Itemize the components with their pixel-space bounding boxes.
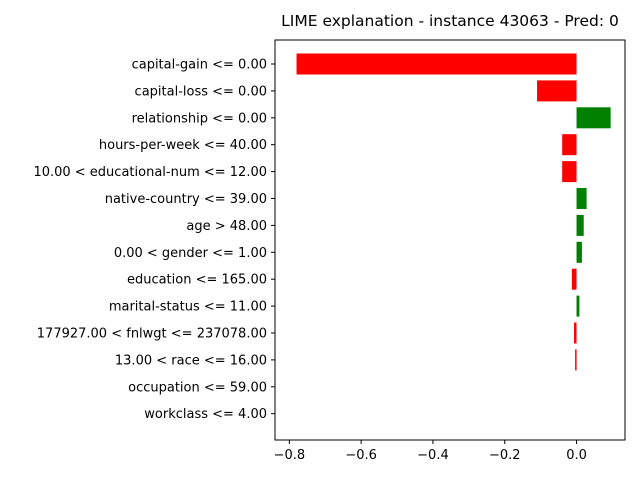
- bar: [575, 349, 577, 371]
- y-tick-label: hours-per-week <= 40.00: [99, 138, 267, 153]
- bar: [296, 53, 577, 75]
- bar: [576, 214, 584, 236]
- bar: [562, 134, 577, 156]
- y-tick-label: native-country <= 39.00: [105, 192, 267, 207]
- y-tick-label: age > 48.00: [186, 219, 267, 234]
- x-ticks: −0.8 −0.6 −0.4 −0.2 0.0: [274, 440, 587, 463]
- y-tick-label: capital-loss <= 0.00: [135, 84, 267, 99]
- bar: [571, 268, 577, 290]
- y-tick-label: 10.00 < educational-num <= 12.00: [33, 165, 267, 180]
- plot-frame: [274, 39, 626, 441]
- bar: [576, 295, 580, 317]
- chart-title: LIME explanation - instance 43063 - Pred…: [281, 12, 619, 30]
- y-tick-label: capital-gain <= 0.00: [132, 58, 267, 73]
- x-tick-label: 0.0: [566, 448, 587, 463]
- x-tick-label: −0.8: [274, 448, 306, 463]
- y-tick-label: occupation <= 59.00: [128, 380, 267, 395]
- bars-group: [296, 53, 611, 371]
- y-tick-label: education <= 165.00: [127, 273, 267, 288]
- x-tick-label: −0.4: [417, 448, 449, 463]
- bar: [574, 322, 577, 344]
- y-tick-labels: capital-gain <= 0.00 capital-loss <= 0.00…: [33, 58, 275, 422]
- y-tick-label: relationship <= 0.00: [132, 111, 267, 126]
- y-tick-label: marital-status <= 11.00: [109, 300, 267, 315]
- bar: [562, 161, 577, 183]
- y-tick-label: 177927.00 < fnlwgt <= 237078.00: [37, 327, 267, 342]
- bar: [537, 80, 577, 102]
- x-tick-label: −0.2: [489, 448, 521, 463]
- y-tick-label: 0.00 < gender <= 1.00: [114, 246, 267, 261]
- y-tick-label: workclass <= 4.00: [144, 407, 267, 422]
- bar: [576, 107, 611, 129]
- bar: [576, 241, 582, 263]
- y-tick-label: 13.00 < race <= 16.00: [115, 353, 267, 368]
- x-tick-label: −0.6: [345, 448, 377, 463]
- bar: [576, 188, 587, 209]
